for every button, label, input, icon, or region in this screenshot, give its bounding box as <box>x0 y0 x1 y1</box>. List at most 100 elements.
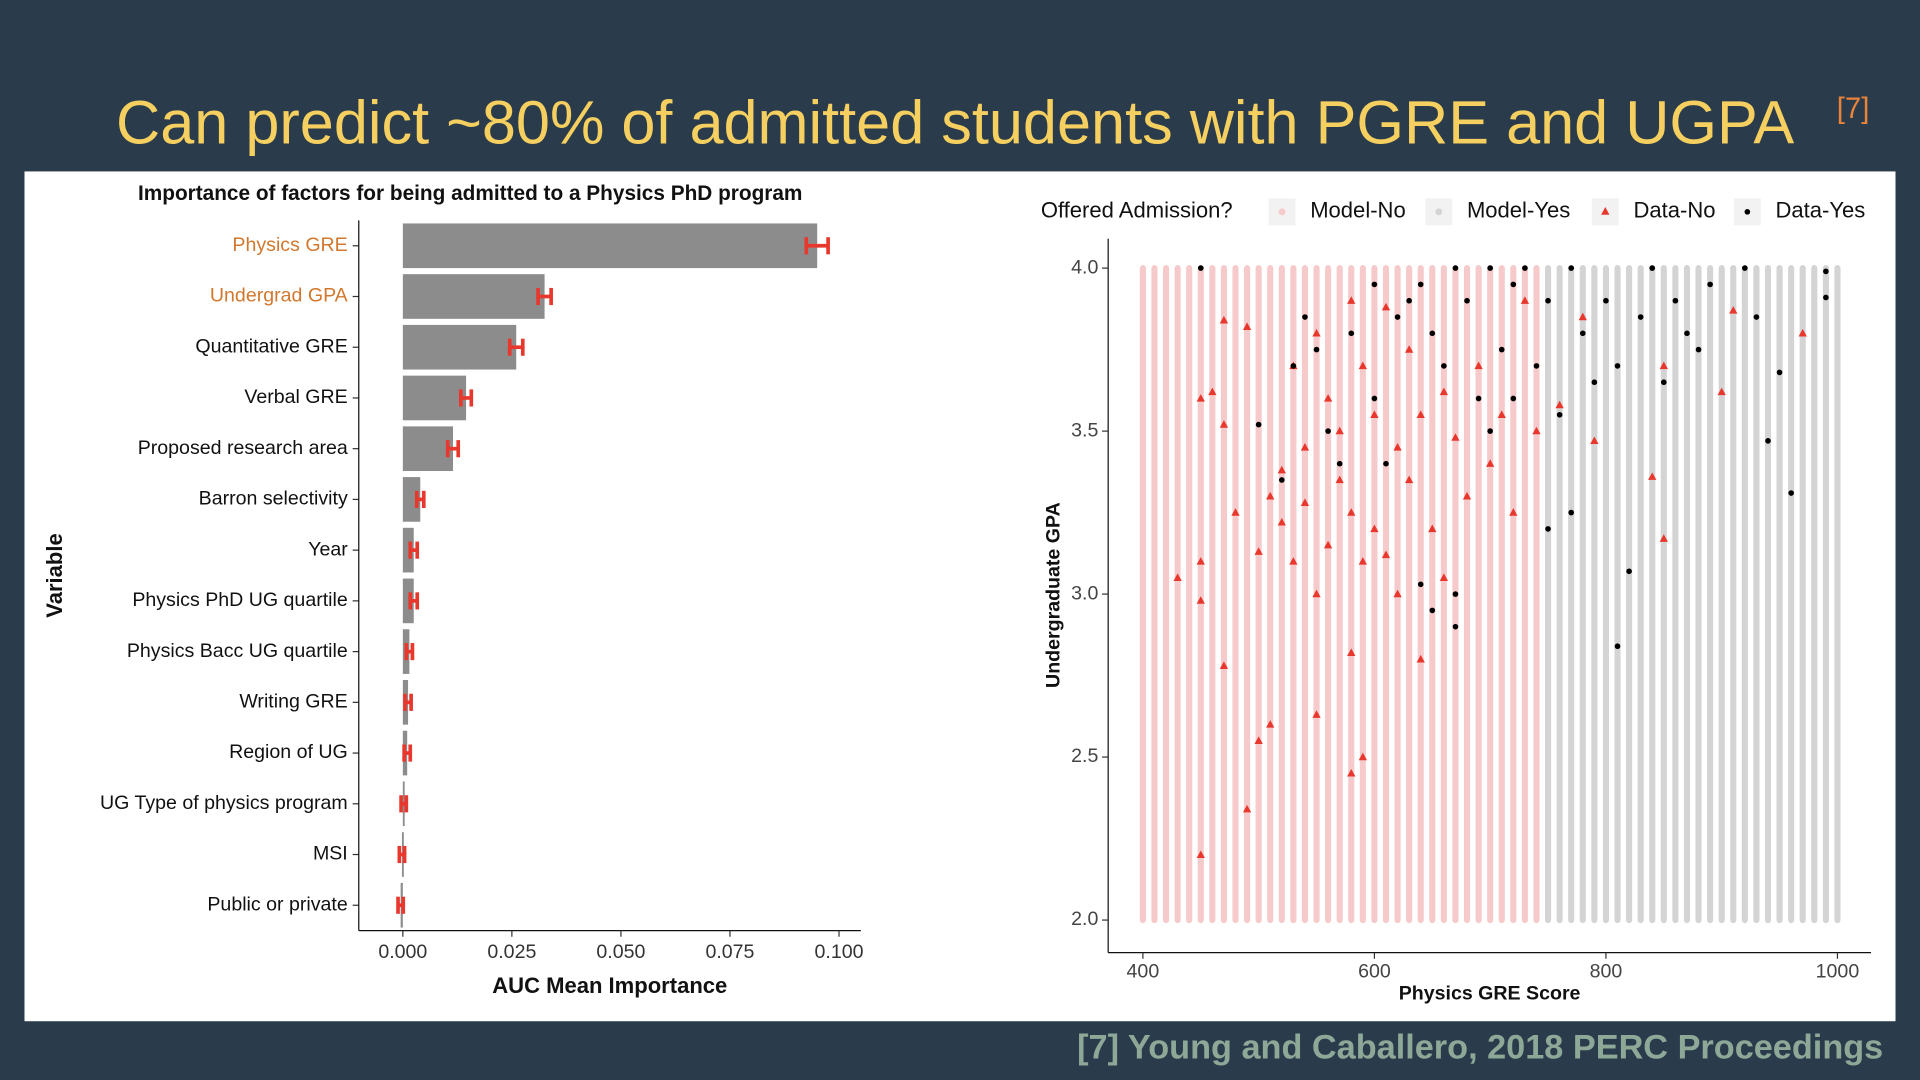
data-point <box>1522 265 1528 271</box>
data-point <box>1556 411 1563 418</box>
y-tick-label: 2.5 <box>1071 745 1098 767</box>
legend-label: Data-No <box>1633 198 1715 223</box>
bar <box>402 223 818 269</box>
data-point <box>1823 268 1829 275</box>
data-point <box>1196 394 1205 402</box>
data-point <box>1497 410 1506 418</box>
data-point <box>1371 281 1378 288</box>
x-tick-label: 0.100 <box>815 941 864 963</box>
data-point <box>1648 472 1657 480</box>
y-tick-label: Public or private <box>207 893 347 915</box>
bar <box>402 324 517 370</box>
data-point <box>1462 491 1472 500</box>
data-point <box>1417 581 1424 588</box>
data-point <box>1312 710 1321 718</box>
data-point <box>1277 465 1286 474</box>
error-bar <box>404 643 415 661</box>
legend-label: Data-Yes <box>1776 198 1866 223</box>
bar <box>402 274 545 319</box>
data-point <box>1545 297 1551 304</box>
bar <box>402 477 421 522</box>
y-tick-label: Physics Bacc UG quartile <box>127 640 348 662</box>
data-point <box>1637 314 1644 320</box>
data-point <box>1452 623 1459 630</box>
data-point <box>1520 296 1530 304</box>
data-point <box>1278 477 1285 483</box>
data-point <box>1313 346 1320 353</box>
data-point <box>1336 460 1343 467</box>
data-point <box>1290 363 1297 369</box>
data-point <box>1358 752 1367 761</box>
legend-marker <box>1601 206 1610 215</box>
data-point <box>1417 281 1424 288</box>
y-tick-label: 3.5 <box>1071 419 1098 441</box>
data-point <box>1196 850 1205 859</box>
data-point <box>1358 361 1367 370</box>
legend-marker <box>1744 209 1751 215</box>
data-point <box>1173 573 1182 581</box>
y-tick-label: Physics PhD UG quartile <box>132 589 348 611</box>
data-point <box>1347 648 1356 656</box>
data-point <box>1197 265 1204 271</box>
data-point <box>1452 265 1459 271</box>
y-tick-label: Verbal GRE <box>244 386 347 408</box>
data-point <box>1591 379 1598 386</box>
data-point <box>1347 508 1356 516</box>
data-point <box>1323 394 1333 402</box>
data-point <box>1312 328 1321 337</box>
data-point <box>1323 540 1333 549</box>
bar <box>402 375 467 421</box>
y-tick-label: 4.0 <box>1071 256 1098 278</box>
y-tick-label: Writing GRE <box>239 691 347 713</box>
data-point <box>1532 426 1541 435</box>
legend-label: Model-No <box>1310 198 1406 223</box>
x-tick-label: 800 <box>1590 960 1623 982</box>
data-point <box>1486 459 1495 467</box>
data-point <box>1684 330 1690 337</box>
data-point <box>1404 475 1414 484</box>
error-bar <box>459 389 474 407</box>
y-tick-label: 3.0 <box>1071 582 1098 604</box>
data-point <box>1510 281 1517 288</box>
data-point <box>1798 328 1807 337</box>
data-point <box>1823 294 1829 301</box>
data-point <box>1474 361 1483 370</box>
error-bar <box>396 896 406 914</box>
data-point <box>1660 379 1667 386</box>
data-point <box>1348 330 1355 337</box>
data-point <box>1439 387 1449 396</box>
data-point <box>1578 312 1587 321</box>
data-point <box>1406 297 1412 304</box>
error-bar <box>403 693 413 711</box>
x-tick-label: 0.000 <box>378 941 427 963</box>
data-point <box>1428 524 1437 533</box>
data-point <box>1208 387 1217 396</box>
data-point <box>1254 547 1263 555</box>
data-point <box>1231 508 1240 516</box>
x-axis-title: Physics GRE Score <box>1399 982 1581 1004</box>
data-point <box>1765 438 1771 444</box>
bar <box>402 578 414 624</box>
data-point <box>1358 557 1367 565</box>
data-point <box>1788 490 1794 496</box>
data-point <box>1429 330 1436 337</box>
y-tick-label: Quantitative GRE <box>195 335 347 357</box>
data-point <box>1451 433 1460 441</box>
data-point <box>1707 281 1713 288</box>
error-bar <box>536 287 553 306</box>
data-point <box>1533 363 1540 369</box>
data-point <box>1498 346 1505 353</box>
data-point <box>1266 491 1275 500</box>
citation: [7] Young and Caballero, 2018 PERC Proce… <box>1077 1028 1883 1066</box>
y-tick-label: Proposed research area <box>138 437 348 459</box>
data-point <box>1509 508 1518 516</box>
y-tick-label: 2.0 <box>1071 908 1098 930</box>
error-bar <box>408 592 420 610</box>
data-point <box>1672 297 1679 304</box>
y-tick-label: Region of UG <box>229 741 348 763</box>
data-point <box>1545 526 1551 532</box>
y-axis-title: Undergraduate GPA <box>1042 502 1064 688</box>
y-tick-label: Undergrad GPA <box>210 285 349 307</box>
data-point <box>1404 345 1414 353</box>
